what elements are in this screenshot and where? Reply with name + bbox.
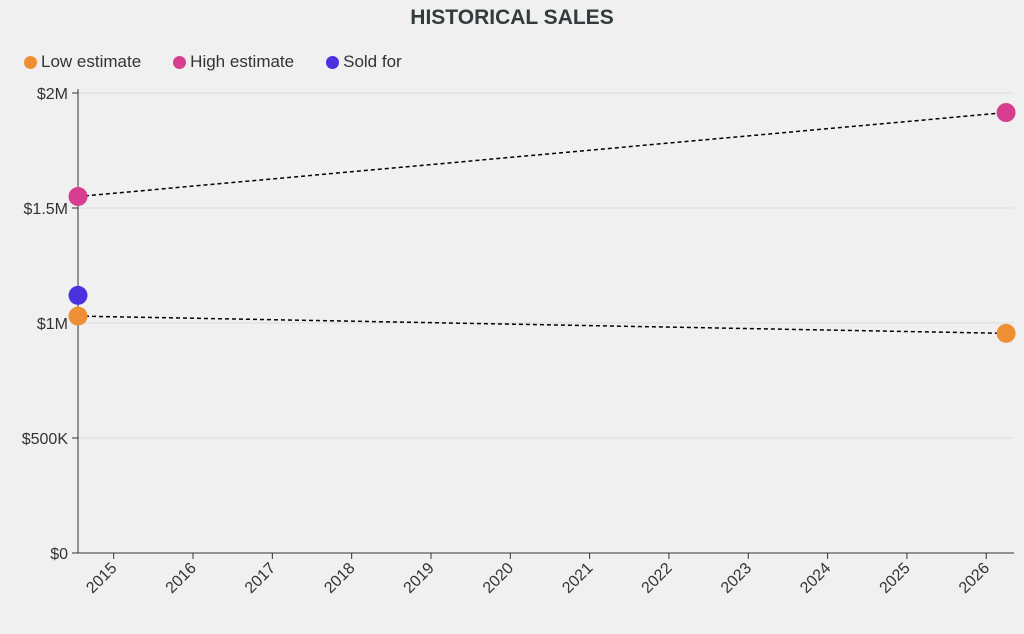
data-point-low-estimate — [68, 306, 88, 326]
x-tick-label: 2016 — [163, 560, 200, 597]
x-tick-label: 2024 — [797, 560, 834, 597]
trendline-low-estimate — [77, 315, 1007, 335]
legend-dot-sold-for — [326, 55, 340, 69]
y-tick-label: $2M — [37, 86, 68, 103]
chart-title: HISTORICAL SALES — [410, 6, 614, 29]
x-tick-label: 2019 — [401, 560, 438, 597]
x-tick-label: 2025 — [877, 560, 914, 597]
legend: Low estimate High estimate Sold for — [24, 52, 402, 72]
legend-dot-high-estimate — [173, 55, 187, 69]
x-tick-label: 2021 — [559, 560, 596, 597]
y-tick-label: $1.5M — [24, 201, 68, 218]
legend-label-high-estimate: High estimate — [190, 52, 295, 71]
x-tick-label: 2015 — [83, 560, 120, 597]
legend-label-sold-for: Sold for — [343, 52, 402, 71]
y-tick-label: $500K — [22, 431, 69, 448]
x-tick-label: 2023 — [718, 560, 755, 597]
x-tick-label: 2020 — [480, 560, 517, 597]
data-point-sold-for — [68, 285, 88, 305]
x-tick-label: 2018 — [321, 560, 358, 597]
x-tick-label: 2026 — [956, 560, 993, 597]
legend-dot-low-estimate — [24, 55, 37, 69]
data-point-high-estimate — [68, 187, 88, 206]
legend-label-low-estimate: Low estimate — [41, 52, 142, 71]
x-tick-label: 2022 — [639, 560, 676, 597]
y-tick-label: $0 — [50, 546, 68, 563]
y-tick-label: $1M — [37, 316, 68, 333]
legend-item-sold-for[interactable]: Sold for — [326, 52, 402, 72]
legend-item-high-estimate[interactable]: High estimate — [173, 52, 294, 72]
x-tick-label: 2017 — [242, 560, 279, 597]
data-point-low-estimate — [996, 323, 1016, 343]
legend-item-low-estimate[interactable]: Low estimate — [24, 52, 141, 72]
trendline-high-estimate — [77, 111, 1007, 198]
data-point-high-estimate — [996, 103, 1016, 123]
